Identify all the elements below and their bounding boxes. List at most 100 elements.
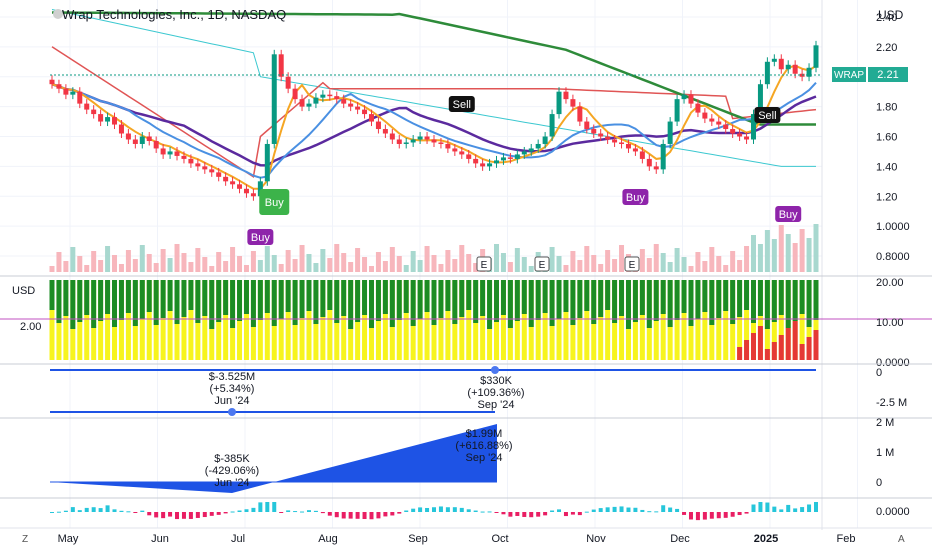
histogram-bar [362,512,367,520]
volume-bar [653,244,659,272]
histogram-bar [473,510,478,512]
time-axis[interactable]: May Jun Jul Aug Sep Oct Nov Dec 2025 Feb [58,533,856,545]
time-tick-label: Jul [231,533,245,545]
candle-body [70,91,76,95]
volume-bar [660,253,666,272]
green-bar [598,280,604,317]
signal-markers[interactable]: Buy Buy Sell Buy Sell Buy [247,96,802,245]
yellow-bar [757,280,763,360]
volume-bar [146,254,152,272]
histogram-bar [765,502,770,512]
net-income-point [491,366,499,374]
volume-bar [271,255,277,272]
histogram-bar [154,512,159,518]
time-tick-label: Oct [491,533,508,545]
fundamental-label-line: $-3.525M [209,371,255,383]
candle-body [243,188,249,194]
volume-bar [313,263,319,272]
yellow-bar [577,280,583,360]
yellow-bar [264,280,270,360]
histogram-bar [661,505,666,512]
green-bar [813,280,819,320]
red-bar [778,335,784,360]
green-bar [605,280,611,310]
volume-bar [348,262,354,272]
histogram-bar [807,504,812,512]
volume-bar [709,247,715,272]
green-bar [410,280,416,326]
candle-body [209,169,215,173]
last-price-value: 2.21 [877,69,898,81]
histogram-bar [577,512,582,516]
yellow-bar [139,280,145,360]
fundamental-label-line: Jun '24 [214,395,249,407]
volume-bar [431,255,437,272]
candle-body [778,58,784,70]
fundamental-label-line: $-385K [214,453,250,465]
green-bar [542,280,548,313]
green-bar [459,280,465,317]
candlesticks[interactable] [49,40,819,201]
auto-scale-button[interactable]: A [898,534,905,545]
price-tick-label: 1.0000 [876,221,910,233]
time-tick-label: Sep [408,533,428,545]
signal-badge [448,96,475,112]
green-bar [105,280,111,314]
green-bar [688,280,694,326]
yellow-bar [542,280,548,360]
volume-bar [466,254,472,272]
fundamental-label-line: $330K [480,375,512,387]
candle-body [188,158,194,164]
yellow-bar [84,280,90,360]
candle-body [598,133,604,137]
volume-bar [771,239,777,272]
red-stop-line [51,46,817,179]
green-bar [639,280,645,315]
candle-body [737,133,743,137]
volume-bar [507,262,513,272]
green-bar [660,280,666,314]
volume-bar [132,259,138,272]
volume-bar [70,247,76,272]
green-bar [403,280,409,313]
time-tick-label: Dec [670,533,690,545]
green-bar [271,280,277,326]
candle-body [167,151,173,155]
volume-bar [223,261,229,272]
histogram-bar [584,511,589,513]
green-bar [396,280,402,320]
green-bar [507,280,513,328]
fundamental-label-line: $1.99M [466,428,503,440]
green-bar [799,280,805,314]
green-bar [202,280,208,316]
volume-bar [292,259,298,272]
candle-body [521,151,527,155]
currency-label[interactable]: USD [878,8,904,22]
red-bar [785,328,791,360]
candle-body [313,97,319,104]
histogram-pane: 0.0000 [50,502,910,521]
green-bar [556,280,562,319]
histogram-bar [216,512,221,515]
green-bar [737,280,743,317]
volume-bar [362,257,368,272]
green-bar [785,280,791,328]
green-bar [341,280,347,316]
green-bar [764,280,770,329]
candle-body [181,155,187,159]
candle-body [49,79,55,85]
green-bar [285,280,291,312]
histogram-bar [452,507,457,512]
volume-bar [514,248,520,272]
yellow-bar [341,280,347,360]
green-bar [362,280,368,315]
green-bar [49,280,55,310]
zoom-toggle-button[interactable]: Z [22,534,28,545]
histogram-bar [50,512,54,513]
candle-body [688,94,694,104]
volume-bar [417,260,423,272]
green-bar [695,280,701,319]
